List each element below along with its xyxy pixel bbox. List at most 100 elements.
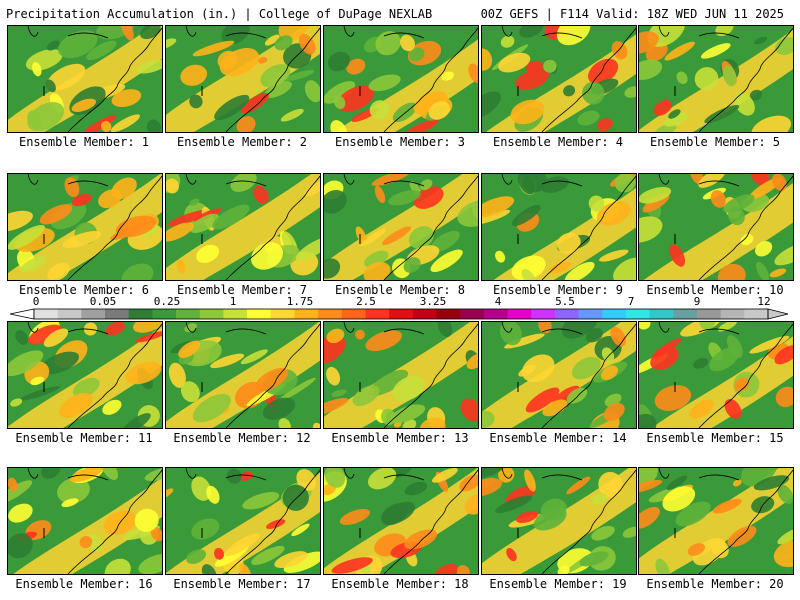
lake-outline <box>343 174 425 187</box>
precip-blob <box>138 554 162 574</box>
precip-blob <box>324 468 346 488</box>
precip-blob <box>191 518 220 540</box>
ensemble-panel <box>323 173 479 281</box>
precip-blob <box>374 185 386 204</box>
color-scale-swatch <box>696 309 722 319</box>
ensemble-member-label: Ensemble Member: 3 <box>334 135 466 149</box>
color-scale-tick-label: 1 <box>229 295 237 308</box>
precip-blob <box>125 361 162 385</box>
precip-blob <box>622 526 636 538</box>
precip-blob <box>168 362 186 388</box>
precip-blob <box>330 120 348 132</box>
precip-blob <box>687 543 705 556</box>
precip-blob <box>662 486 696 512</box>
precip-blob <box>431 468 458 483</box>
color-scale-tick-label: 3.25 <box>419 295 447 308</box>
precip-blob <box>121 263 154 280</box>
precip-blob <box>579 551 609 567</box>
precip-blob <box>327 51 350 72</box>
precip-blob <box>360 228 386 247</box>
precip-blob <box>419 417 446 428</box>
precip-blob <box>115 215 157 238</box>
precip-blob <box>751 115 792 132</box>
lake-outline <box>501 322 583 335</box>
color-scale-swatch <box>602 309 627 319</box>
precip-blob <box>495 495 533 514</box>
color-scale-swatch <box>673 309 698 319</box>
precip-blob <box>100 468 118 480</box>
precip-blob <box>274 35 293 51</box>
precip-blob <box>45 79 56 93</box>
ensemble-member-label: Ensemble Member: 10 <box>646 283 784 297</box>
precip-band <box>8 326 162 428</box>
precip-map <box>482 174 636 280</box>
precip-blob <box>400 34 415 52</box>
precip-blob <box>134 508 159 532</box>
precip-blob <box>333 95 346 110</box>
precip-blob <box>441 71 455 81</box>
color-scale-tick-label: 4 <box>494 295 502 308</box>
precip-blob <box>773 540 793 568</box>
precip-blob <box>184 323 197 333</box>
precip-blob <box>324 258 341 279</box>
precip-blob <box>166 178 179 194</box>
precip-blob <box>62 231 102 248</box>
precip-blob <box>264 81 292 98</box>
ensemble-member-label: Ensemble Member: 8 <box>334 283 466 297</box>
precip-blob <box>8 503 33 523</box>
color-scale-swatch <box>578 309 603 319</box>
precip-blob <box>27 102 65 132</box>
precip-band <box>639 468 793 574</box>
precip-blob <box>515 69 550 90</box>
ensemble-member-label: Ensemble Member: 9 <box>492 283 624 297</box>
precip-blob <box>8 210 33 232</box>
ensemble-member-label: Ensemble Member: 12 <box>173 431 311 445</box>
precip-map <box>166 174 320 280</box>
coastline <box>698 27 793 132</box>
precip-blob <box>639 186 672 204</box>
precip-blob <box>8 480 33 505</box>
precip-blob <box>242 491 280 510</box>
precip-blob <box>71 193 92 207</box>
precip-blob <box>482 209 511 225</box>
precip-blob <box>146 119 161 132</box>
precip-blob <box>191 476 212 501</box>
precip-blob <box>201 564 217 574</box>
precip-blob <box>324 189 347 214</box>
ensemble-panel <box>7 173 163 281</box>
precip-blob <box>538 322 552 334</box>
precip-blob <box>304 80 320 103</box>
precip-blob <box>624 86 636 98</box>
precip-blob <box>58 30 98 59</box>
precip-blob <box>192 40 235 57</box>
precip-blob <box>189 198 200 206</box>
precip-blob <box>498 468 515 483</box>
ensemble-member-label: Ensemble Member: 15 <box>646 431 784 445</box>
precip-blob <box>526 60 543 74</box>
precip-blob <box>258 56 268 64</box>
precip-blob <box>775 386 793 408</box>
precip-blob <box>596 201 631 226</box>
color-scale-ramp <box>9 308 789 320</box>
color-scale-swatch <box>105 309 130 319</box>
color-scale-swatch <box>554 309 580 319</box>
precip-blob <box>500 322 522 346</box>
coastline <box>383 175 478 280</box>
precip-blob <box>71 98 97 112</box>
coastline <box>541 27 636 132</box>
precip-blob <box>639 479 663 495</box>
color-scale-border <box>33 308 769 320</box>
precip-blob <box>326 328 345 344</box>
lake-outline <box>27 468 109 481</box>
precip-blob <box>639 216 663 243</box>
coastline <box>541 323 636 428</box>
precip-blob <box>533 507 567 531</box>
precip-blob <box>588 195 605 212</box>
precip-blob <box>676 71 688 85</box>
precip-blob <box>8 533 33 559</box>
precip-blob <box>723 194 755 213</box>
precip-blob <box>655 558 670 574</box>
precip-blob <box>495 250 506 263</box>
precip-blob <box>557 565 570 574</box>
precip-blob <box>457 199 478 227</box>
